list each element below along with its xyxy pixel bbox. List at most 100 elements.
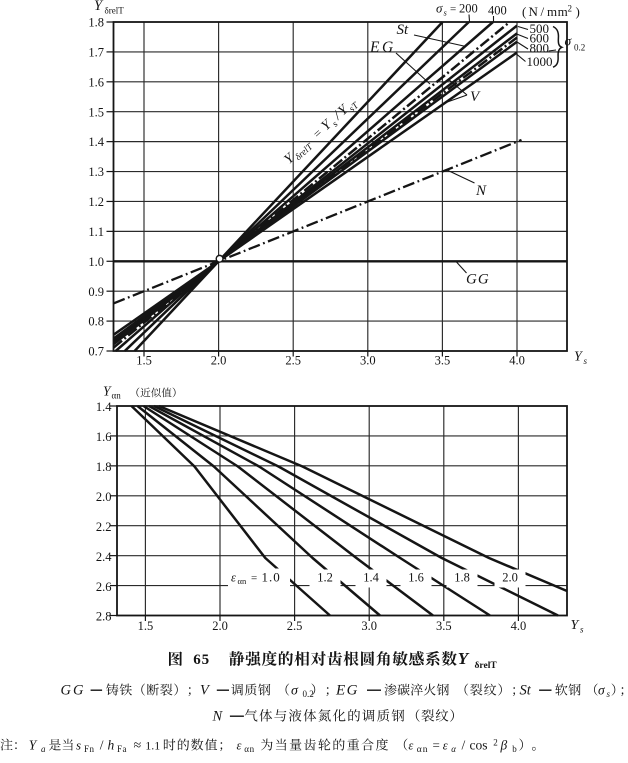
svg-text:EG: EG <box>335 683 359 699</box>
svg-text:1000: 1000 <box>527 54 553 69</box>
svg-text:1.2: 1.2 <box>317 571 333 585</box>
svg-text:1.6: 1.6 <box>408 571 424 585</box>
svg-text:N: N <box>475 183 487 199</box>
svg-text:s: s <box>580 625 584 635</box>
svg-text:2.0: 2.0 <box>212 619 228 633</box>
svg-text:1.6: 1.6 <box>88 75 104 89</box>
svg-text:St: St <box>397 22 410 38</box>
svg-text:GG: GG <box>466 272 490 288</box>
svg-text:2.5: 2.5 <box>285 354 301 368</box>
svg-text:Y: Y <box>574 350 584 365</box>
svg-text:0.8: 0.8 <box>88 315 104 329</box>
svg-text:a: a <box>41 744 46 754</box>
svg-text:αn: αn <box>238 576 247 586</box>
svg-text:1.8: 1.8 <box>454 571 470 585</box>
svg-text:3.5: 3.5 <box>435 354 451 368</box>
svg-text:s: s <box>76 738 81 753</box>
svg-text:0.7: 0.7 <box>88 345 104 359</box>
svg-text:1.0: 1.0 <box>88 255 104 269</box>
svg-text:1.0: 1.0 <box>262 570 281 585</box>
svg-text:σ: σ <box>436 1 443 16</box>
svg-text:=: = <box>433 738 440 753</box>
svg-text:1.8: 1.8 <box>88 16 104 30</box>
svg-text:GG: GG <box>61 683 86 699</box>
svg-text:/: / <box>100 738 104 753</box>
svg-text:2.4: 2.4 <box>96 550 112 564</box>
svg-text:ε: ε <box>237 739 242 753</box>
svg-text:cos: cos <box>470 738 488 753</box>
svg-text:α: α <box>451 744 456 754</box>
svg-text:ε: ε <box>408 739 413 753</box>
svg-text:1.5: 1.5 <box>138 619 154 633</box>
svg-text:1.4: 1.4 <box>363 571 379 585</box>
svg-text:2.6: 2.6 <box>96 580 112 594</box>
svg-text:=: = <box>450 4 456 16</box>
svg-text:EG: EG <box>369 39 396 56</box>
svg-text:Fn: Fn <box>84 744 95 754</box>
svg-text:2.0: 2.0 <box>502 571 518 585</box>
svg-text:V: V <box>200 683 211 699</box>
svg-text:2.0: 2.0 <box>96 490 112 504</box>
svg-text:δrelT: δrelT <box>475 661 498 671</box>
svg-text:0.2: 0.2 <box>303 689 314 699</box>
svg-text:): ) <box>576 4 580 19</box>
svg-text:Y: Y <box>458 649 470 668</box>
svg-text:N: N <box>529 4 539 19</box>
svg-text:s: s <box>607 689 611 699</box>
svg-text:3.0: 3.0 <box>361 619 377 633</box>
svg-text:δrelT: δrelT <box>105 6 125 16</box>
svg-text:Y: Y <box>29 738 38 753</box>
svg-text:65: 65 <box>193 652 210 668</box>
svg-text:σ: σ <box>565 34 573 49</box>
svg-text:/: / <box>462 738 466 753</box>
svg-text:=: = <box>251 573 257 585</box>
svg-text:Y: Y <box>103 384 112 399</box>
svg-text:Y: Y <box>94 0 104 14</box>
svg-text:h: h <box>108 738 115 753</box>
svg-text:αn: αn <box>417 745 429 755</box>
svg-text:2.5: 2.5 <box>287 619 303 633</box>
svg-text:1.7: 1.7 <box>88 46 104 60</box>
svg-text:1.1: 1.1 <box>88 225 104 239</box>
svg-text:σ: σ <box>598 683 606 698</box>
svg-text:αn: αn <box>244 744 254 754</box>
svg-text:St: St <box>520 683 532 699</box>
svg-text:ε: ε <box>443 739 448 753</box>
svg-text:4.0: 4.0 <box>509 354 525 368</box>
svg-text:V: V <box>470 89 481 105</box>
svg-text:2.2: 2.2 <box>96 520 112 534</box>
svg-text:ε: ε <box>231 571 236 585</box>
svg-text:(: ( <box>522 4 526 19</box>
svg-text:2: 2 <box>568 4 573 14</box>
svg-text:4.0: 4.0 <box>511 619 527 633</box>
svg-text:Fa: Fa <box>117 744 127 754</box>
svg-text:1.1: 1.1 <box>145 739 160 753</box>
svg-text:s: s <box>444 8 448 18</box>
svg-text:1.2: 1.2 <box>88 195 104 209</box>
svg-text:s: s <box>331 119 341 129</box>
svg-text:1.3: 1.3 <box>88 165 104 179</box>
svg-text:N: N <box>212 709 224 725</box>
svg-text:Y: Y <box>571 618 581 633</box>
svg-text:3.5: 3.5 <box>436 619 452 633</box>
svg-text:1.4: 1.4 <box>88 135 104 149</box>
svg-text:s: s <box>584 356 588 366</box>
svg-text:500: 500 <box>530 21 550 36</box>
svg-text:mm: mm <box>547 4 568 19</box>
svg-text:σ: σ <box>291 684 299 699</box>
svg-text:400: 400 <box>488 4 507 18</box>
svg-text:2.0: 2.0 <box>211 354 227 368</box>
svg-text:200: 200 <box>459 2 478 16</box>
svg-text:800: 800 <box>530 41 550 56</box>
svg-text:3.0: 3.0 <box>360 354 376 368</box>
svg-text:1.4: 1.4 <box>96 400 112 414</box>
svg-text:1.5: 1.5 <box>88 105 104 119</box>
svg-text:≈: ≈ <box>134 739 142 754</box>
svg-text:1.8: 1.8 <box>96 460 112 474</box>
svg-text:/: / <box>541 4 545 19</box>
svg-text:1.5: 1.5 <box>136 354 152 368</box>
svg-text:2.8: 2.8 <box>96 610 112 624</box>
svg-text:β: β <box>500 738 508 753</box>
svg-text:b: b <box>512 744 517 754</box>
svg-text:1.6: 1.6 <box>96 430 112 444</box>
